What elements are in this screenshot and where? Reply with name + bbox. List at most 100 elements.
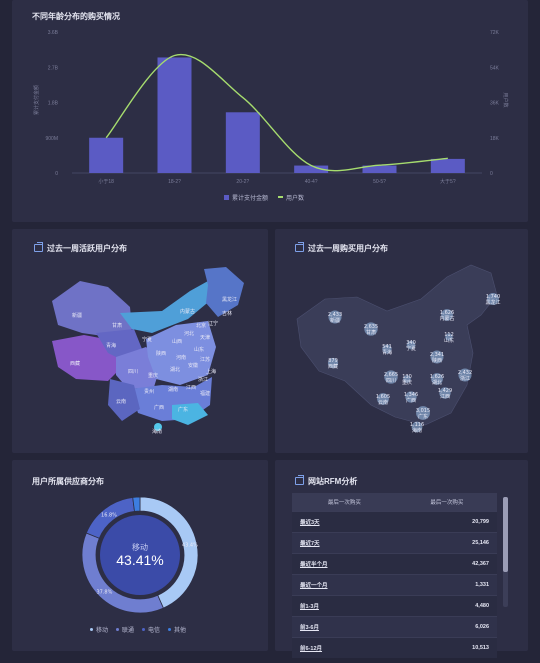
legend-label: 联通: [122, 628, 135, 634]
age-chart-panel: 不同年龄分布的购买情况 0 900M 1.8B 2.7B 3.6B 0 18K 36K 54K 7…: [12, 0, 528, 222]
legend-item[interactable]: 移动: [90, 625, 108, 634]
buyers-map[interactable]: 1,740黑龙江2,433新疆2,635甘肃1,626内蒙古340宁夏541青海…: [275, 229, 528, 453]
bubble: [377, 393, 389, 405]
rfm-key[interactable]: 最近7天: [292, 532, 397, 554]
legend-item[interactable]: 电信: [142, 625, 160, 634]
bubble-value: 2,433: [328, 312, 342, 318]
bubble-value: 112: [444, 332, 454, 338]
rfm-value: 25,146: [396, 532, 497, 554]
rfm-key[interactable]: 最近3天: [292, 511, 397, 533]
bubble-province: 西藏: [328, 363, 338, 370]
rfm-value: 20,799: [396, 511, 497, 533]
bubble-province: 江西: [440, 393, 450, 400]
map-label: 西藏: [70, 360, 80, 367]
table-row[interactable]: 前6-12月 10,513: [292, 637, 497, 658]
bubble: [445, 333, 453, 341]
rfm-col-header[interactable]: 最后一次购买: [292, 493, 397, 512]
x-tick-label: 大于5?: [440, 178, 456, 185]
map-label: 安徽: [188, 362, 198, 369]
bubble-province: 湖北: [432, 379, 442, 386]
map-label: 贵州: [144, 388, 154, 395]
bubble: [430, 350, 444, 364]
map-label: 云南: [116, 398, 126, 405]
rfm-value: 4,480: [396, 595, 497, 617]
rfm-key[interactable]: 最近一个月: [292, 574, 397, 596]
rfm-col-header[interactable]: 最后一次购买: [396, 493, 497, 512]
rfm-table-wrap[interactable]: 最后一次购买 最后一次购买 最近3天 20,799 最近7天 25,146 最近半个月 4…: [292, 493, 497, 658]
map-label: 河南: [176, 354, 186, 361]
bubble-value: 541: [382, 344, 392, 350]
map-label: 青海: [106, 342, 116, 349]
legend-item[interactable]: 联通: [116, 625, 134, 634]
table-row[interactable]: 前1-3月 4,480: [292, 595, 497, 617]
rfm-scrollbar[interactable]: [503, 497, 508, 607]
rfm-key[interactable]: 前6-12月: [292, 637, 397, 658]
map-label: 内蒙古: [180, 308, 195, 315]
bar: [157, 57, 192, 174]
x-tick-label: 20-2?: [236, 179, 249, 185]
legend-item-users[interactable]: 用户数: [278, 193, 304, 202]
slice-label: 16.8%: [101, 513, 117, 519]
bubble: [431, 373, 443, 385]
rfm-header-row: 最后一次购买 最后一次购买: [292, 493, 497, 512]
map-label: 四川: [128, 369, 138, 375]
map-label: 宁夏: [142, 336, 152, 343]
legend-swatch: [90, 628, 93, 631]
map-label: 陕西: [156, 350, 166, 357]
map-label: 上海: [206, 368, 216, 375]
y2-axis-label: 用户数: [502, 92, 509, 107]
table-row[interactable]: 前3-6月 6,026: [292, 616, 497, 638]
rfm-title: 网站RFM分析: [308, 477, 358, 486]
bubble: [382, 344, 392, 354]
bubble: [441, 309, 453, 321]
rfm-value: 10,513: [396, 637, 497, 658]
rfm-key[interactable]: 最近半个月: [292, 553, 397, 575]
x-tick-label: 40-4?: [305, 179, 318, 185]
rfm-key[interactable]: 前1-3月: [292, 595, 397, 617]
y-tick-label: 3.6B: [48, 30, 59, 36]
map-region-central: [146, 321, 216, 385]
buyers-bubbles: 1,740黑龙江2,433新疆2,635甘肃1,626内蒙古340宁夏541青海…: [328, 293, 501, 434]
bubble: [416, 406, 430, 420]
bubble-value: 130: [402, 374, 412, 380]
bubble: [487, 293, 499, 305]
active-users-map[interactable]: 黑龙江 吉林 辽宁 内蒙古 新疆 甘肃 宁夏 青海 西藏 四川 重庆 陕西 山西…: [12, 229, 268, 453]
bubble-value: 340: [406, 340, 416, 346]
bubble: [328, 310, 342, 324]
legend-label: 其他: [174, 628, 187, 634]
table-row[interactable]: 最近7天 25,146: [292, 532, 497, 554]
rfm-panel: 网站RFM分析 最后一次购买 最后一次购买 最近3天 20,799 最近7天 25,1…: [275, 460, 528, 658]
table-row[interactable]: 最近一个月 1,331: [292, 574, 497, 596]
map-label: 新疆: [72, 312, 82, 319]
legend-item-amount[interactable]: 累计支付金额: [224, 193, 268, 202]
table-row[interactable]: 最近半个月 42,367: [292, 553, 497, 575]
bar: [294, 165, 329, 173]
donut-center-label: 移动: [132, 542, 148, 552]
x-tick-label: 小于18: [98, 178, 114, 185]
bubble: [403, 375, 411, 383]
map-label: 黑龙江: [222, 296, 237, 303]
map-label: 甘肃: [112, 322, 122, 329]
map-label: 海南: [152, 428, 162, 435]
y-tick-label: 2.7B: [48, 65, 59, 71]
bubble-province: 云南: [378, 399, 388, 406]
carrier-title: 用户所属供应商分布: [32, 477, 104, 486]
map-label: 湖南: [168, 386, 178, 393]
legend-label: 电信: [148, 628, 161, 634]
bubble-value: 879: [328, 358, 338, 364]
table-row[interactable]: 最近3天 20,799: [292, 511, 497, 533]
bubble: [327, 357, 339, 369]
active-map-title: 过去一周活跃用户分布: [47, 244, 127, 253]
rfm-key[interactable]: 前3-6月: [292, 616, 397, 638]
bubble-province: 海南: [412, 427, 422, 434]
bubble-province: 广东: [418, 413, 428, 420]
bubble-value: 1,429: [438, 388, 452, 394]
bubble-province: 广西: [406, 397, 416, 404]
legend-item[interactable]: 其他: [168, 625, 186, 634]
map-region-guangdong: [172, 403, 208, 425]
carrier-panel: 用户所属供应商分布 43.4% 37.8% 16.8% 移动 43.41% 移动 联通 电信…: [12, 460, 268, 651]
carrier-legend: 移动 联通 电信 其他: [90, 625, 186, 634]
map-outline: [296, 264, 498, 426]
rfm-value: 42,367: [396, 553, 497, 575]
